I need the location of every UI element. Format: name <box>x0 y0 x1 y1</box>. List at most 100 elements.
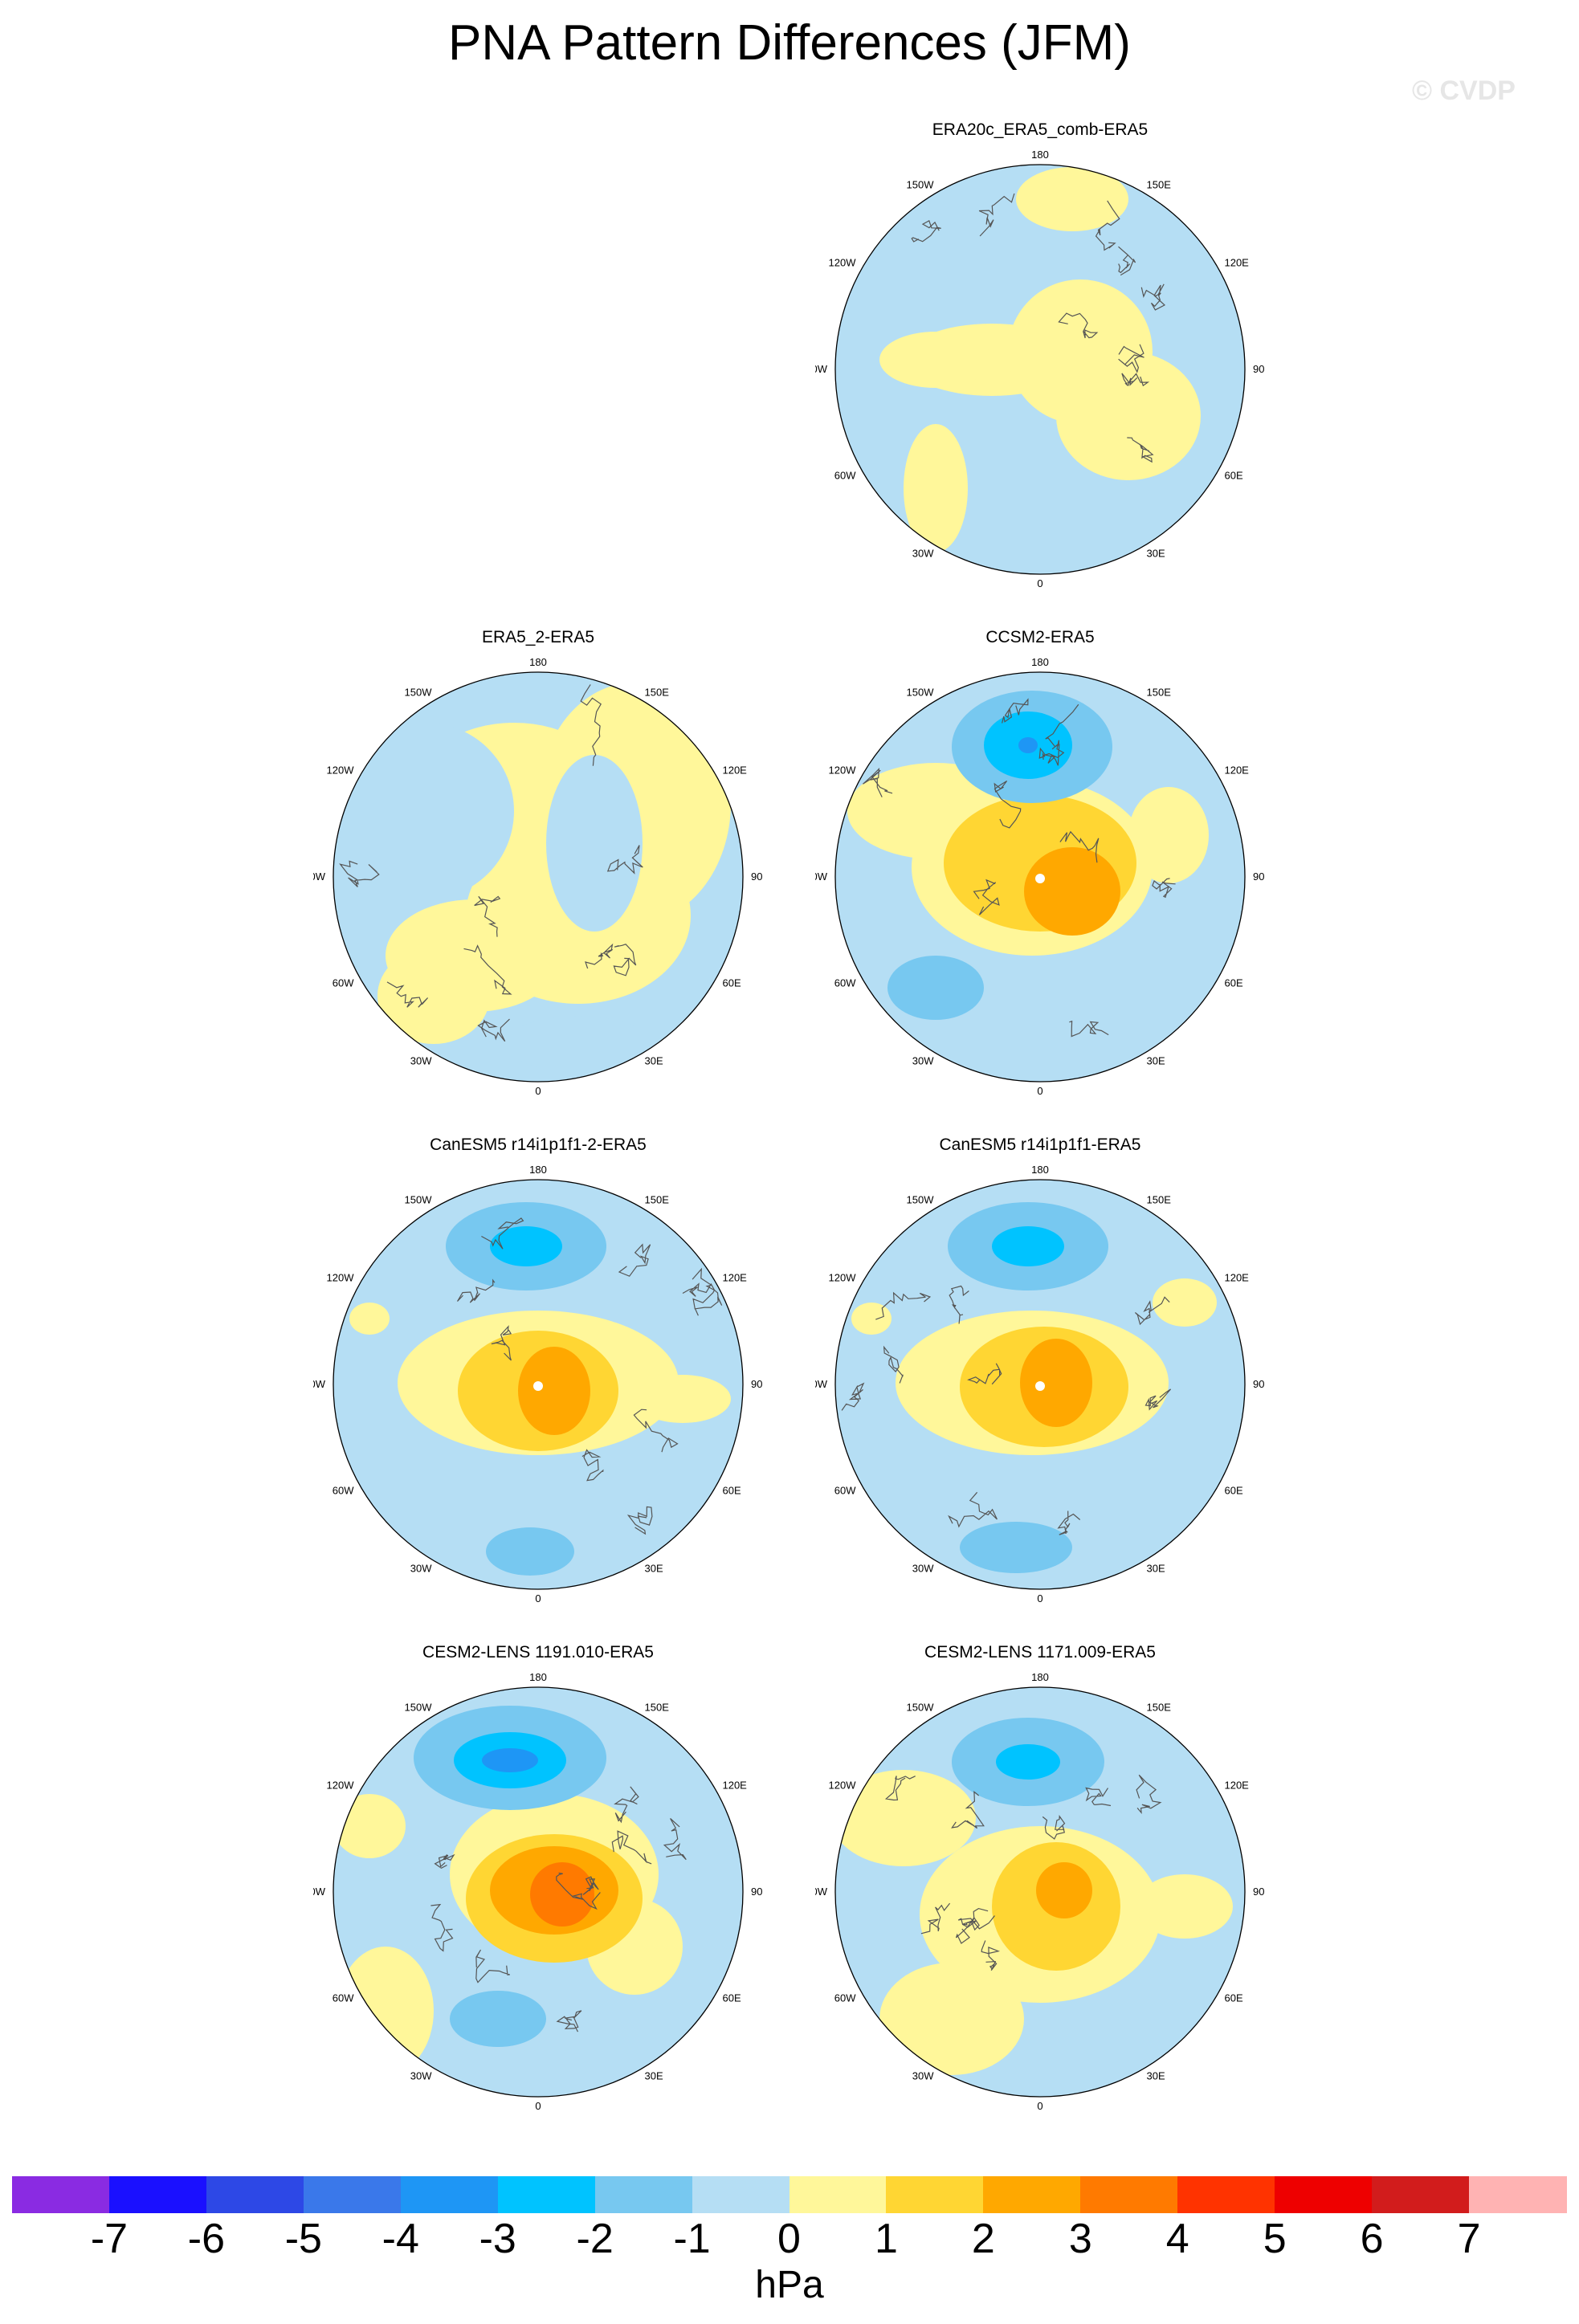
longitude-label: 150E <box>645 1702 670 1714</box>
colorbar-tick-label: 5 <box>1263 2216 1287 2262</box>
contour-region <box>1020 1339 1092 1427</box>
map-border <box>333 1179 744 1590</box>
longitude-label: 120W <box>327 764 355 777</box>
colorbar-box <box>1372 2176 1470 2213</box>
contour-region <box>634 1375 731 1423</box>
figure-title: PNA Pattern Differences (JFM) <box>448 15 1131 71</box>
polar-map: 180 150W 150E 120W 120E 90W 90E 60W 60E 30W 30E 0 <box>815 149 1265 589</box>
map-border <box>834 1686 1246 2098</box>
colorbar-box <box>12 2176 110 2213</box>
longitude-label: 30E <box>645 1054 663 1066</box>
contour-region <box>1153 1278 1217 1327</box>
coastline <box>884 1774 1162 1971</box>
longitude-label: 30E <box>645 1562 663 1574</box>
map-panel: CESM2-LENS 1191.010-ERA5 180 150W 150E 120W… <box>313 1643 763 2141</box>
longitude-label: 120W <box>829 1272 857 1284</box>
longitude-label: 150W <box>907 179 935 191</box>
panel-title: CESM2-LENS 1171.009-ERA5 <box>924 1643 1156 1661</box>
contour-region <box>960 1522 1072 1573</box>
contour-region <box>835 1770 976 1866</box>
colorbar-box <box>1275 2176 1373 2213</box>
longitude-label: 150E <box>1147 1702 1172 1714</box>
contour-region <box>1036 1862 1092 1918</box>
longitude-label: 0 <box>535 2100 541 2112</box>
polar-map: 180 150W 150E 120W 120E 90W 90E 60W 60E 30W 30E 0 <box>815 1671 1265 2112</box>
longitude-label: 60E <box>1224 1485 1242 1497</box>
map-panel: CCSM2-ERA5 180 150W 150E 120W 120E 90W 90E 60W 6… <box>815 628 1265 1126</box>
longitude-label: 60E <box>722 977 741 989</box>
contour-region <box>1128 787 1209 883</box>
contour-region <box>887 956 984 1020</box>
longitude-label: 60W <box>333 977 354 989</box>
colorbar-box <box>692 2176 790 2213</box>
longitude-label: 60W <box>333 1992 354 2004</box>
longitude-label: 90W <box>313 870 326 883</box>
longitude-label: 90E <box>1253 1378 1265 1390</box>
contour-region <box>1016 167 1128 231</box>
longitude-label: 0 <box>1037 577 1042 589</box>
polar-map: 180 150W 150E 120W 120E 90W 90E 60W 60E 30W 30E 0 <box>815 1164 1265 1604</box>
longitude-label: 150W <box>907 1702 935 1714</box>
coastline <box>841 1285 1172 1535</box>
longitude-label: 150W <box>405 687 433 699</box>
longitude-label: 30E <box>1147 2069 1165 2081</box>
contour-region <box>546 755 643 932</box>
panel-title: ERA20c_ERA5_comb-ERA5 <box>932 120 1149 139</box>
polar-map: 180 150W 150E 120W 120E 90W 90E 60W 60E 30W 30E 0 <box>313 1164 763 1604</box>
longitude-label: 90E <box>751 1378 763 1390</box>
colorbar-box <box>108 2176 207 2213</box>
longitude-label: 180 <box>529 1671 547 1683</box>
polar-map: 180 150W 150E 120W 120E 90W 90E 60W 60E 30W 30E 0 <box>815 656 1265 1097</box>
contour-region <box>879 332 992 388</box>
longitude-label: 30W <box>912 1562 934 1574</box>
colorbar-tick-label: -2 <box>576 2216 614 2262</box>
longitude-label: 180 <box>1031 149 1049 161</box>
colorbar-box <box>206 2176 304 2213</box>
longitude-label: 90W <box>815 1378 828 1390</box>
longitude-label: 120W <box>829 1780 857 1792</box>
longitude-label: 60W <box>834 1992 856 2004</box>
longitude-label: 120E <box>722 764 747 777</box>
contour-region <box>992 1226 1064 1266</box>
longitude-label: 120W <box>327 1780 355 1792</box>
map-panel: CanESM5 r14i1p1f1-ERA5 180 150W 150E 120W 12… <box>815 1135 1265 1633</box>
colorbar-tick-label: -6 <box>187 2216 225 2262</box>
longitude-label: 180 <box>1031 1164 1049 1176</box>
pole-marker <box>1035 1381 1045 1391</box>
longitude-label: 30E <box>645 2069 663 2081</box>
contour-region <box>337 1947 434 2075</box>
panel-title: CanESM5 r14i1p1f1-2-ERA5 <box>430 1135 647 1154</box>
longitude-label: 30E <box>1147 547 1165 559</box>
longitude-label: 60E <box>1224 470 1242 482</box>
longitude-label: 60W <box>333 1485 354 1497</box>
colorbar-tick-label: 1 <box>874 2216 898 2262</box>
longitude-label: 30W <box>410 2069 432 2081</box>
longitude-label: 30W <box>912 1054 934 1066</box>
longitude-label: 60E <box>1224 1992 1242 2004</box>
longitude-label: 90W <box>313 1378 326 1390</box>
colorbar-tick-label: -1 <box>673 2216 711 2262</box>
longitude-label: 180 <box>1031 656 1049 668</box>
contour-region <box>450 1991 546 2047</box>
longitude-label: 90E <box>1253 1886 1265 1898</box>
longitude-label: 60E <box>722 1485 741 1497</box>
colorbar-tick-label: 7 <box>1457 2216 1481 2262</box>
map-panel: CanESM5 r14i1p1f1-2-ERA5 180 150W 150E 120W… <box>313 1135 763 1633</box>
longitude-label: 30W <box>410 1054 432 1066</box>
longitude-label: 120E <box>1224 1780 1249 1792</box>
colorbar-tick-label: -5 <box>284 2216 322 2262</box>
watermark: © CVDP <box>1412 75 1516 106</box>
panel-title: CESM2-LENS 1191.010-ERA5 <box>422 1643 654 1661</box>
longitude-label: 60E <box>722 1992 741 2004</box>
contour-region <box>486 1527 574 1576</box>
longitude-label: 150W <box>405 1702 433 1714</box>
panel-title: CCSM2-ERA5 <box>985 628 1095 646</box>
longitude-label: 60W <box>834 977 856 989</box>
colorbar-box <box>1080 2176 1178 2213</box>
longitude-label: 90W <box>815 363 828 375</box>
contour-region <box>1018 737 1038 753</box>
longitude-label: 150W <box>907 1194 935 1206</box>
colorbar-box <box>594 2176 693 2213</box>
map-panel: ERA5_2-ERA5 180 150W 150E 120W 120E 90W 90E 60W… <box>313 628 763 1126</box>
longitude-label: 120E <box>1224 257 1249 269</box>
